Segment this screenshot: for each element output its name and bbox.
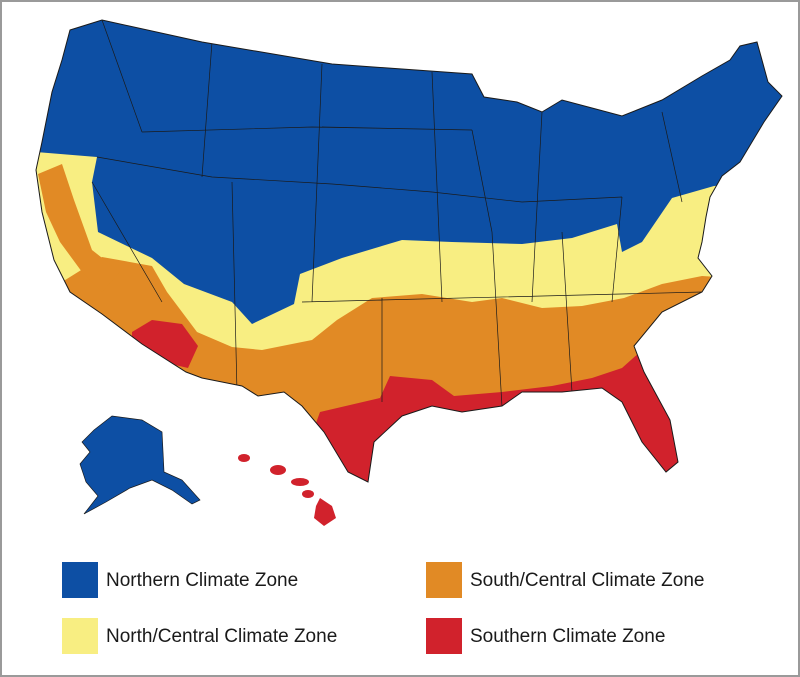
legend-label: Northern Climate Zone [106,570,298,591]
hawaii-island [270,465,286,475]
legend-swatch [62,562,98,598]
legend-label: South/Central Climate Zone [470,570,704,591]
legend: Northern Climate Zone North/Central Clim… [62,562,704,654]
state-borders [91,20,703,408]
legend-swatch [426,618,462,654]
south-central-zone [38,164,120,292]
alaska [79,415,201,515]
legend-label: Southern Climate Zone [470,626,665,647]
southern-zone [132,320,198,368]
hawaii-island [302,490,314,498]
hawaii-island [238,454,250,462]
hawaii-island [314,498,336,526]
hawaii [238,454,336,526]
legend-swatch [426,562,462,598]
hawaii-island [291,478,309,486]
legend-swatch [62,618,98,654]
legend-label: North/Central Climate Zone [106,626,337,647]
